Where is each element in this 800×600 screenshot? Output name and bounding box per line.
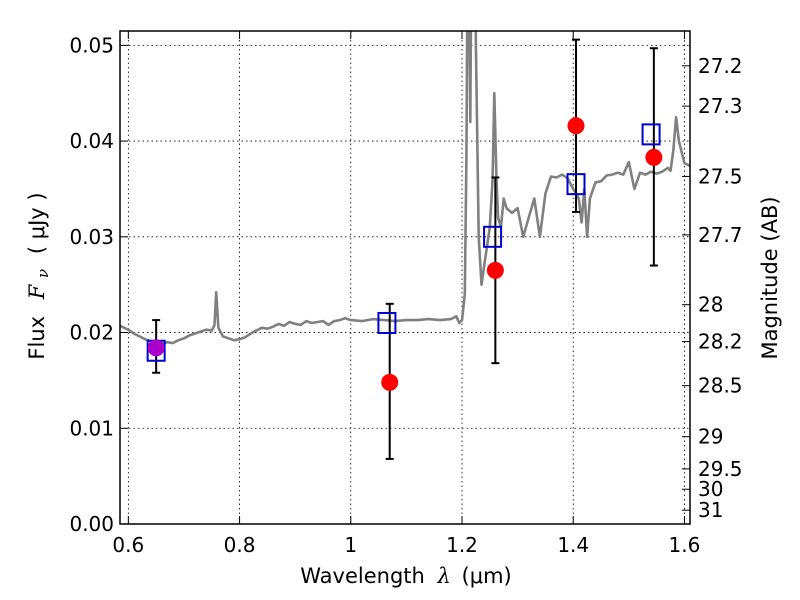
mag-tick-label: 27.5: [698, 164, 743, 188]
mag-tick-label: 29.5: [698, 457, 743, 481]
x-tick-label: 1.6: [669, 533, 701, 557]
spectrum-line: [120, 31, 690, 346]
mag-tick-label: 31: [698, 498, 723, 522]
y-tick-label: 0.01: [69, 416, 114, 440]
plot-area: [120, 31, 690, 460]
model-point: [483, 225, 503, 248]
y-tick-label: 0.05: [69, 33, 114, 57]
model-point: [566, 173, 586, 196]
x-tick-label: 0.6: [112, 533, 144, 557]
observed-point: [567, 117, 585, 135]
model-point: [377, 311, 397, 334]
plot-frame: [119, 30, 691, 525]
mag-tick-label: 30: [698, 477, 723, 501]
observed-point: [645, 148, 663, 166]
x-tick-label: 0.8: [224, 533, 256, 557]
x-tick-label: 1: [344, 533, 357, 557]
model-point: [641, 123, 661, 146]
observed-point: [486, 261, 504, 279]
mag-tick-label: 27.7: [698, 223, 743, 247]
y-tick-label: 0.03: [69, 225, 114, 249]
grid-lines: [120, 31, 690, 525]
magnitude-axis-label: Magnitude (AB): [758, 196, 782, 359]
mag-tick-label: 28.5: [698, 374, 743, 398]
x-axis-label: Wavelength λ (μm): [300, 564, 511, 588]
mag-tick-label: 28.2: [698, 330, 743, 354]
x-tick-label: 1.2: [446, 533, 478, 557]
observed-point: [147, 339, 165, 357]
mag-tick-label: 28: [698, 293, 723, 317]
y-tick-label: 0.04: [69, 129, 114, 153]
observed-point: [381, 373, 399, 391]
mag-tick-label: 27.2: [698, 54, 743, 78]
y-axis-label: Flux F ν ( μJy ): [25, 192, 53, 359]
x-tick-label: 1.4: [557, 533, 589, 557]
mag-tick-label: 29: [698, 425, 723, 449]
y-tick-label: 0.02: [69, 321, 114, 345]
axis-ticks: 0.6 0.8 1 1.2 1.4 1.6 0.00 0.01 0.02 0.03 0.04 0.05…: [69, 31, 743, 557]
y-tick-label: 0.00: [69, 512, 114, 536]
mag-tick-label: 27.3: [698, 94, 743, 118]
